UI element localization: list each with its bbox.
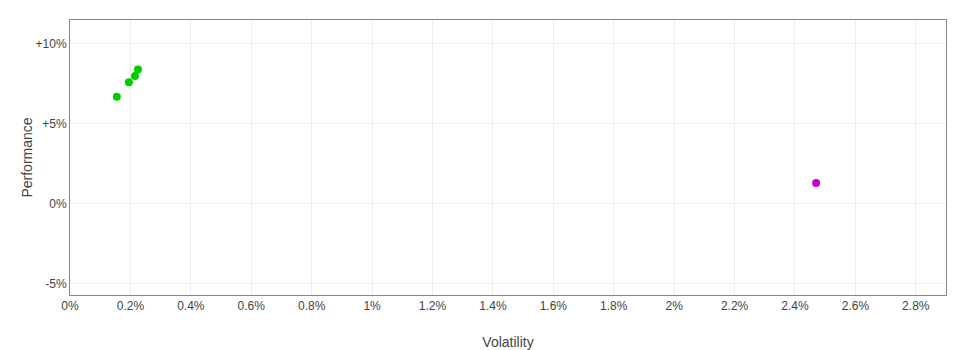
svg-text:0.4%: 0.4% (177, 299, 205, 313)
svg-text:0%: 0% (49, 197, 67, 211)
svg-text:1%: 1% (363, 299, 381, 313)
svg-text:1.8%: 1.8% (600, 299, 628, 313)
svg-text:2.2%: 2.2% (721, 299, 749, 313)
svg-text:0.6%: 0.6% (238, 299, 266, 313)
svg-text:2.8%: 2.8% (902, 299, 930, 313)
svg-text:2%: 2% (665, 299, 683, 313)
svg-text:1.4%: 1.4% (479, 299, 507, 313)
svg-text:0.2%: 0.2% (117, 299, 145, 313)
svg-text:+10%: +10% (36, 37, 67, 51)
svg-text:2.4%: 2.4% (781, 299, 809, 313)
svg-text:1.6%: 1.6% (540, 299, 568, 313)
svg-text:+5%: +5% (42, 117, 67, 131)
svg-text:1.2%: 1.2% (419, 299, 447, 313)
svg-text:0%: 0% (61, 299, 79, 313)
svg-text:0.8%: 0.8% (298, 299, 326, 313)
svg-text:Performance: Performance (19, 117, 35, 197)
svg-text:-5%: -5% (45, 277, 67, 291)
svg-text:Volatility: Volatility (482, 334, 533, 350)
svg-text:2.6%: 2.6% (842, 299, 870, 313)
